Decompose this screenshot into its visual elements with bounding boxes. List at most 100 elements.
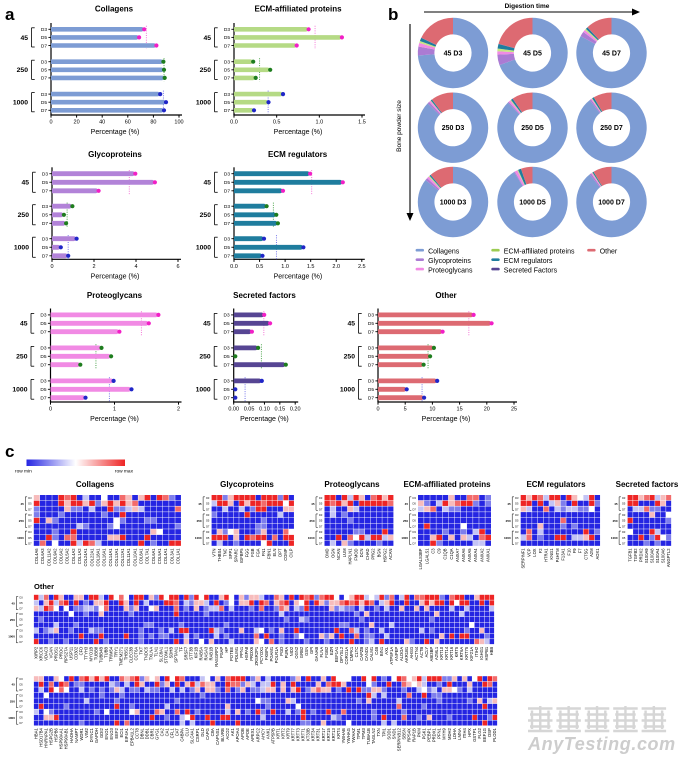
svg-text:ABI3BP: ABI3BP: [429, 647, 434, 662]
svg-text:ANXA7: ANXA7: [455, 548, 460, 562]
svg-text:45 D3: 45 D3: [444, 51, 463, 58]
svg-text:AOX1: AOX1: [595, 548, 600, 560]
svg-text:D3: D3: [319, 530, 323, 534]
svg-text:ITIH2: ITIH2: [474, 646, 479, 657]
svg-text:D5: D5: [206, 536, 210, 540]
svg-text:45: 45: [12, 601, 16, 605]
svg-text:KRT75: KRT75: [464, 646, 469, 660]
svg-text:HADHA: HADHA: [69, 728, 74, 743]
svg-text:COL24A1: COL24A1: [83, 548, 88, 567]
svg-text:A2M: A2M: [589, 548, 594, 557]
svg-text:S100A4: S100A4: [655, 548, 660, 563]
svg-text:D7: D7: [19, 706, 23, 709]
svg-text:45: 45: [347, 321, 355, 328]
svg-text:D7: D7: [224, 189, 230, 195]
svg-text:D5: D5: [515, 536, 519, 540]
svg-text:D7: D7: [622, 507, 626, 511]
svg-text:D3: D3: [28, 513, 32, 517]
svg-text:HBB: HBB: [489, 647, 494, 656]
svg-text:C1QB: C1QB: [443, 548, 448, 559]
svg-text:D3: D3: [368, 379, 374, 385]
svg-text:D5: D5: [42, 213, 48, 219]
svg-text:WDR1: WDR1: [79, 728, 84, 741]
svg-text:COL1A1: COL1A1: [175, 548, 180, 564]
svg-text:D7: D7: [622, 524, 626, 528]
svg-text:Bone powder size: Bone powder size: [396, 100, 403, 152]
svg-text:NID2: NID2: [289, 646, 294, 656]
svg-text:D3: D3: [40, 313, 46, 319]
svg-text:D7: D7: [412, 541, 416, 545]
svg-text:ZRSR2P1: ZRSR2P1: [254, 646, 259, 666]
svg-text:P4HTM: P4HTM: [555, 548, 560, 562]
svg-text:TPM1: TPM1: [356, 728, 361, 740]
svg-text:15: 15: [457, 407, 463, 413]
svg-text:D5: D5: [41, 35, 47, 41]
svg-text:D7: D7: [42, 189, 48, 195]
svg-text:45: 45: [20, 35, 28, 42]
svg-text:F2: F2: [538, 548, 543, 554]
svg-text:TUBB4B: TUBB4B: [99, 647, 104, 663]
svg-text:45: 45: [20, 502, 24, 506]
svg-text:CCT8: CCT8: [134, 728, 139, 740]
svg-text:Glycoproteins: Glycoproteins: [88, 150, 142, 159]
svg-text:D3: D3: [622, 513, 626, 517]
svg-text:D5: D5: [515, 519, 519, 523]
svg-text:AnyTesting.com: AnyTesting.com: [527, 734, 676, 754]
svg-text:250: 250: [200, 67, 212, 74]
svg-text:0.15: 0.15: [274, 407, 285, 413]
svg-text:D5: D5: [368, 321, 374, 327]
svg-text:Other: Other: [34, 582, 54, 591]
svg-text:TGFB1: TGFB1: [627, 548, 632, 562]
svg-text:COL7A1: COL7A1: [145, 548, 150, 564]
svg-text:250: 250: [199, 354, 211, 361]
svg-text:TNDC5: TNDC5: [144, 646, 149, 661]
svg-text:1000: 1000: [196, 100, 211, 107]
svg-text:45 D7: 45 D7: [602, 51, 621, 58]
svg-text:CBR1: CBR1: [149, 728, 154, 740]
svg-text:20: 20: [74, 120, 80, 126]
svg-text:D3: D3: [224, 313, 230, 319]
svg-text:S100A9: S100A9: [644, 548, 649, 563]
svg-text:D3: D3: [515, 513, 519, 517]
svg-text:Secreted Factors: Secreted Factors: [504, 267, 558, 274]
svg-text:CAPZB: CAPZB: [359, 647, 364, 661]
svg-text:ATP5F1A: ATP5F1A: [389, 647, 394, 665]
svg-text:COL6A1: COL6A1: [151, 548, 156, 564]
svg-text:45: 45: [20, 321, 28, 328]
svg-text:1000: 1000: [8, 716, 15, 720]
svg-text:STOML1: STOML1: [164, 646, 169, 663]
svg-text:D7: D7: [515, 524, 519, 528]
svg-text:TXLNA: TXLNA: [149, 647, 154, 661]
svg-text:D3: D3: [224, 346, 230, 352]
svg-text:COL8A1: COL8A1: [139, 548, 144, 564]
svg-text:Percentage (%): Percentage (%): [240, 416, 289, 423]
svg-text:CSRP1: CSRP1: [195, 728, 200, 743]
svg-text:NAMPT: NAMPT: [74, 728, 79, 743]
svg-text:EEF1G: EEF1G: [482, 728, 487, 742]
svg-text:D7: D7: [19, 722, 23, 725]
svg-text:D3: D3: [622, 496, 626, 500]
svg-text:COL6A3: COL6A3: [40, 548, 45, 564]
svg-text:TUBA1B: TUBA1B: [366, 728, 371, 744]
svg-text:C4BPA: C4BPA: [180, 728, 185, 742]
svg-text:TLN1: TLN1: [154, 646, 159, 657]
svg-text:25: 25: [511, 407, 517, 413]
svg-text:1000: 1000: [504, 536, 511, 540]
svg-text:RASGRP2: RASGRP2: [214, 646, 219, 667]
svg-text:FGB: FGB: [250, 548, 255, 557]
svg-text:LOX: LOX: [532, 548, 537, 556]
svg-text:250: 250: [10, 699, 15, 703]
svg-text:D3: D3: [515, 530, 519, 534]
svg-text:RAB5A: RAB5A: [199, 647, 204, 661]
svg-text:HP: HP: [224, 647, 229, 653]
svg-text:250: 250: [613, 519, 618, 523]
svg-text:APEX1: APEX1: [250, 728, 255, 742]
svg-text:RAB1B: RAB1B: [209, 647, 214, 661]
svg-text:FGB2: FGB2: [324, 646, 329, 658]
svg-text:PROC: PROC: [59, 647, 64, 659]
svg-text:D5: D5: [224, 245, 230, 251]
svg-text:KIF21A: KIF21A: [469, 647, 474, 661]
svg-text:PRDX6: PRDX6: [249, 646, 254, 661]
svg-text:row min: row min: [15, 469, 32, 475]
svg-text:VTN: VTN: [211, 548, 216, 556]
